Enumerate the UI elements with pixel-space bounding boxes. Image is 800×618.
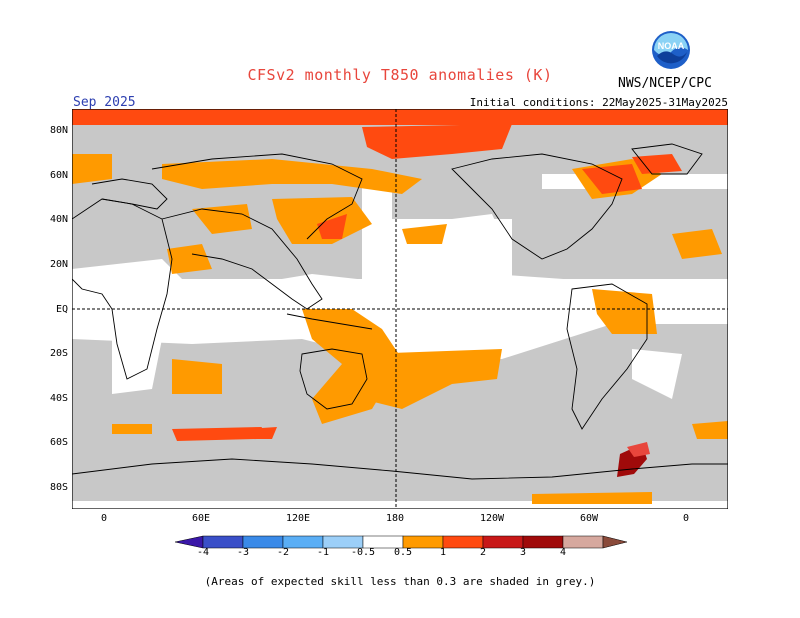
lat-label: 60S — [49, 437, 68, 448]
lat-label: 20N — [49, 259, 68, 270]
lat-label: EQ — [55, 304, 68, 315]
colorbar-tick-label: -3 — [236, 547, 250, 558]
colorbar-tick-label: 3 — [519, 547, 527, 558]
colorbar-tick-label: 4 — [559, 547, 567, 558]
warm-anomaly-regions — [72, 154, 728, 504]
svg-text:NOAA: NOAA — [658, 41, 685, 51]
lon-label: 0 — [100, 513, 108, 524]
colorbar-tick-label: 2 — [479, 547, 487, 558]
colorbar-tick-label: -2 — [276, 547, 290, 558]
forecast-month: Sep 2025 — [73, 95, 136, 110]
colorbar-arrow-high — [602, 535, 627, 549]
lon-label: 60W — [579, 513, 599, 524]
lat-label: 40N — [49, 214, 68, 225]
lon-label: 120E — [285, 513, 311, 524]
lon-label: 120W — [479, 513, 505, 524]
colorbar — [175, 535, 627, 549]
map-title: CFSv2 monthly T850 anomalies (K) — [247, 66, 553, 84]
colorbar-tick-label: -0.5 — [350, 547, 376, 558]
lon-label: 0 — [682, 513, 690, 524]
lat-label: 20S — [49, 348, 68, 359]
strong-warm-anomaly-regions — [72, 109, 728, 441]
lat-label: 40S — [49, 393, 68, 404]
coastlines — [72, 143, 728, 480]
skill-footnote: (Areas of expected skill less than 0.3 a… — [204, 575, 596, 588]
lat-label: 80S — [49, 482, 68, 493]
colorbar-tick-label: -1 — [316, 547, 330, 558]
anomaly-map — [72, 109, 728, 509]
lat-label: 60N — [49, 170, 68, 181]
colorbar-tick-label: 1 — [439, 547, 447, 558]
lat-label: 80N — [49, 125, 68, 136]
lon-label: 180 — [385, 513, 405, 524]
colorbar-tick-label: 0.5 — [393, 547, 413, 558]
noaa-logo: NOAA — [652, 31, 690, 69]
lon-label: 60E — [191, 513, 211, 524]
agency-label: NWS/NCEP/CPC — [618, 76, 712, 91]
initial-conditions: Initial conditions: 22May2025-31May2025 — [469, 96, 728, 109]
colorbar-tick-label: -4 — [196, 547, 210, 558]
